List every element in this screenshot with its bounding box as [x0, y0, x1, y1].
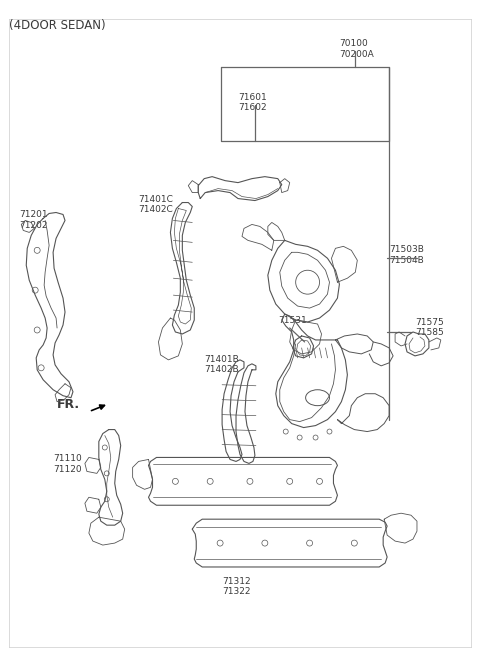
Text: 71312
71322: 71312 71322 [222, 577, 251, 596]
Text: 71401C
71402C: 71401C 71402C [139, 195, 173, 214]
Text: 71601
71602: 71601 71602 [238, 93, 267, 113]
Text: 71110
71120: 71110 71120 [53, 455, 82, 474]
Text: 71201
71202: 71201 71202 [19, 210, 48, 230]
Text: 71401B
71402B: 71401B 71402B [204, 355, 239, 374]
Text: 71575
71585: 71575 71585 [415, 318, 444, 337]
Text: FR.: FR. [57, 398, 80, 411]
Text: (4DOOR SEDAN): (4DOOR SEDAN) [9, 19, 106, 32]
Text: 70100
70200A: 70100 70200A [339, 39, 374, 59]
Text: 71531: 71531 [278, 316, 307, 325]
Text: 71503B
71504B: 71503B 71504B [389, 246, 424, 265]
